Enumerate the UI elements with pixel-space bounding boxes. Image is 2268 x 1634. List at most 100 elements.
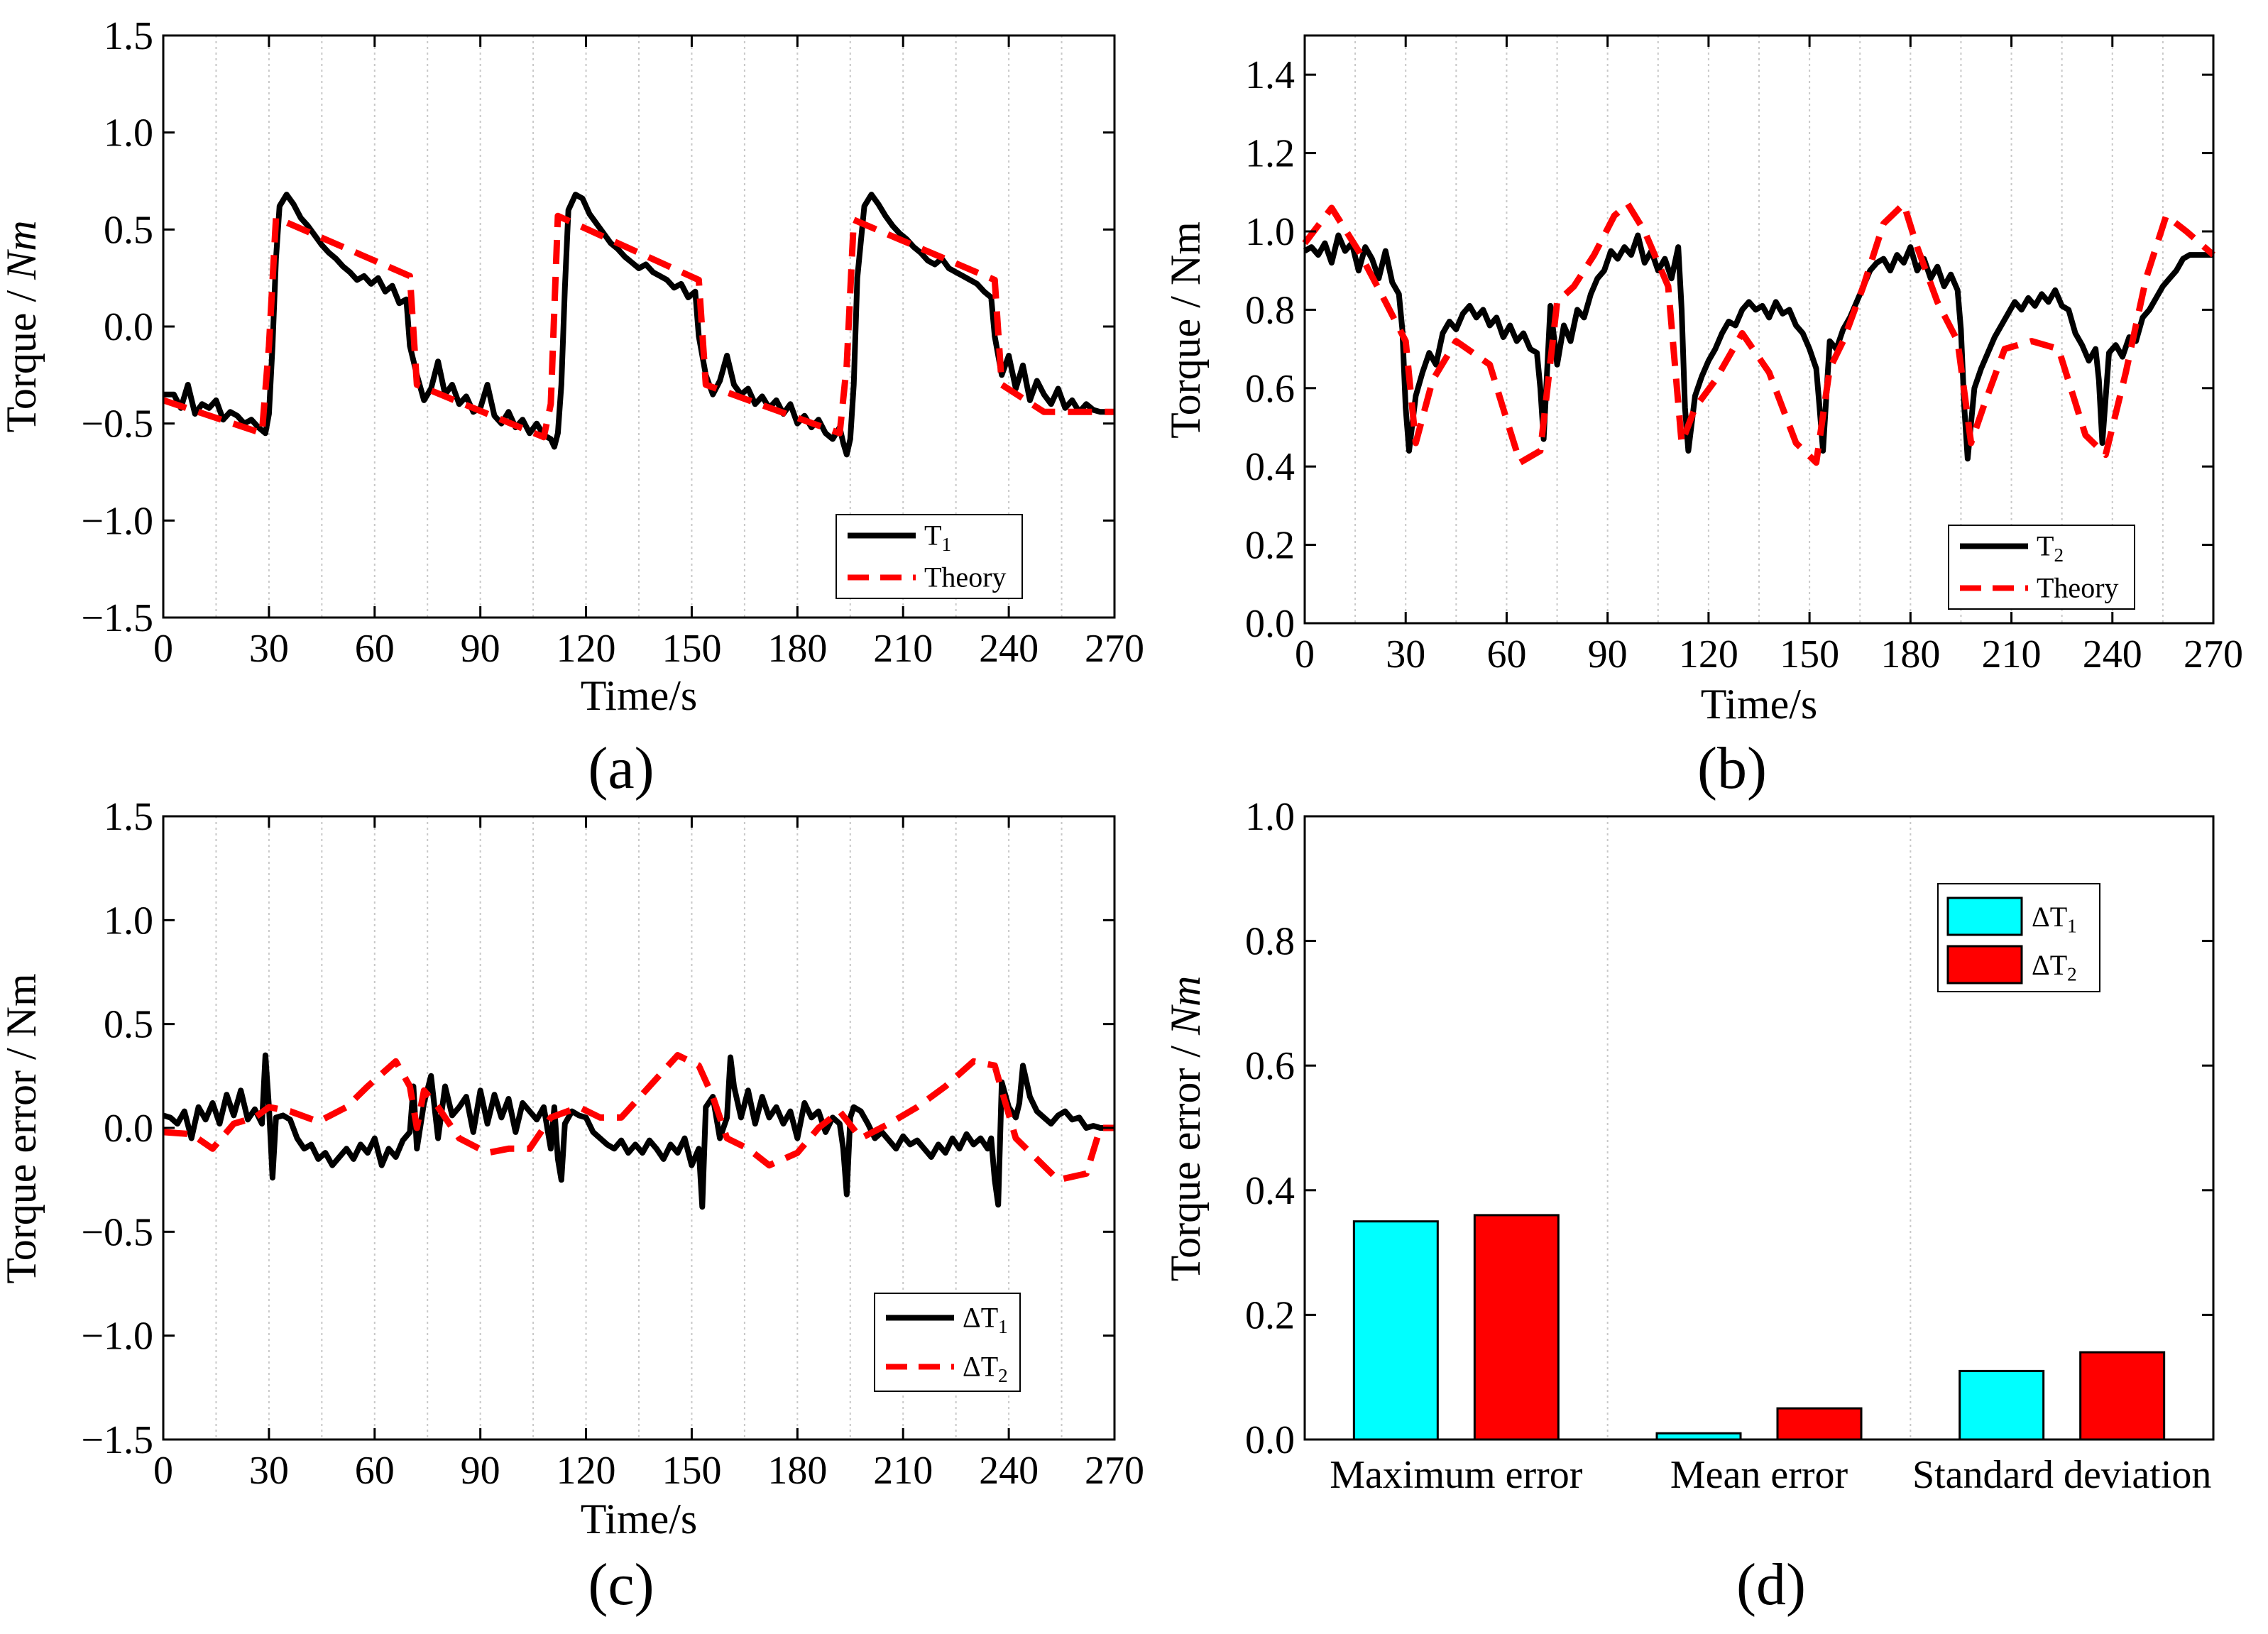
y-tick-label: 0.8 — [1245, 920, 1295, 964]
category-label: Mean error — [1670, 1453, 1848, 1497]
panel-2: 0.0 0.2 0.4 0.6 0.8 1.0 1.2 1.4 0 30 60 90 120 150 180… — [1162, 34, 2243, 801]
bar — [1959, 1369, 2045, 1441]
y-tick-label: 1.2 — [1245, 132, 1295, 176]
x-tick-label: 150 — [662, 627, 721, 671]
x-tick-label: 120 — [1679, 632, 1738, 676]
x-tick-label: 240 — [2083, 632, 2142, 676]
panel-1: −1.5 −1.0 −0.5 0.0 0.5 1.0 1.5 0 30 60 90 120 150 180… — [0, 14, 1144, 801]
x-tick-label: 30 — [1386, 632, 1425, 676]
x-tick-label: 0 — [153, 1449, 173, 1493]
x-tick-label: 210 — [873, 1449, 933, 1493]
legend-label: T1 — [924, 520, 951, 556]
category-label: Maximum error — [1330, 1453, 1582, 1497]
y-axis-label: Torque / Nm — [1162, 221, 1209, 439]
panel-label: (d) — [1736, 1552, 1806, 1618]
panel-3: −1.5 −1.0 −0.5 0.0 0.5 1.0 1.5 0 30 60 90 120 150 180… — [0, 795, 1144, 1618]
bar — [1473, 1214, 1560, 1441]
panel-label: (b) — [1697, 735, 1767, 801]
y-axis-label: Torque error / Nm — [0, 973, 45, 1283]
y-tick-label: 1.0 — [104, 111, 153, 155]
y-tick-label: 0.4 — [1245, 1169, 1295, 1213]
y-tick-label: 0.0 — [104, 1107, 153, 1151]
legend-box — [874, 1293, 1021, 1392]
x-tick-label: 270 — [1085, 1449, 1144, 1493]
x-axis-label: Time/s — [1701, 681, 1818, 728]
legend-box — [836, 514, 1023, 599]
x-tick-label: 0 — [153, 627, 173, 671]
y-tick-label: −0.5 — [81, 1210, 153, 1254]
x-tick-label: 180 — [1880, 632, 1940, 676]
legend-label: ΔT1 — [963, 1302, 1008, 1338]
y-tick-label: −1.5 — [81, 596, 153, 640]
x-tick-label: 90 — [461, 627, 500, 671]
x-tick-label: 210 — [873, 627, 933, 671]
y-tick-label: −1.0 — [81, 499, 153, 543]
legend-label: ΔT2 — [2032, 949, 2077, 985]
x-tick-label: 60 — [355, 1449, 395, 1493]
x-tick-label: 30 — [249, 1449, 289, 1493]
x-tick-label: 210 — [1982, 632, 2042, 676]
y-tick-label: 0.4 — [1245, 445, 1295, 489]
x-tick-label: 240 — [979, 627, 1039, 671]
x-tick-label: 30 — [249, 627, 289, 671]
y-tick-label: 1.0 — [104, 899, 153, 943]
y-tick-label: 0.0 — [1245, 602, 1295, 646]
legend: T2 Theory — [1948, 525, 2135, 610]
legend: T1 Theory — [836, 514, 1023, 599]
y-axis-label: Torque error / Nm — [1162, 976, 1209, 1282]
series-line-1 — [163, 192, 1114, 458]
bar — [1776, 1407, 1863, 1441]
series-line-1 — [1303, 232, 2213, 462]
legend-label: Theory — [924, 561, 1007, 593]
y-tick-label: 0.2 — [1245, 524, 1295, 568]
x-tick-label: 180 — [767, 1449, 827, 1493]
y-tick-label: 0.8 — [1245, 288, 1295, 332]
x-tick-label: 150 — [1780, 632, 1839, 676]
series-line-2 — [163, 1052, 1114, 1183]
x-tick-label: 270 — [1085, 627, 1144, 671]
y-tick-label: 1.4 — [1245, 53, 1295, 97]
y-tick-label: 0.6 — [1245, 367, 1295, 411]
y-tick-label: 0.2 — [1245, 1293, 1295, 1337]
bar — [2079, 1351, 2166, 1441]
panel-4: 0.0 0.2 0.4 0.6 0.8 1.0 Maximum error Mean erro… — [1162, 795, 2215, 1618]
y-tick-label: −1.5 — [81, 1418, 153, 1462]
panel-label: (c) — [588, 1552, 654, 1618]
legend-label: ΔT1 — [2032, 901, 2077, 937]
y-axis-label: Torque / Nm — [0, 220, 45, 432]
y-tick-label: 1.0 — [1245, 795, 1295, 839]
y-tick-label: 0.0 — [1245, 1418, 1295, 1462]
series-line-1 — [162, 1052, 1114, 1210]
y-tick-label: 1.5 — [104, 795, 153, 839]
x-tick-label: 60 — [355, 627, 395, 671]
x-tick-label: 120 — [557, 1449, 616, 1493]
legend-swatch — [1946, 945, 2023, 985]
series-line-2 — [162, 212, 1114, 441]
plot-frame — [1303, 815, 2215, 1441]
panel-label: (a) — [588, 735, 654, 801]
y-tick-label: 0.6 — [1245, 1044, 1295, 1088]
x-tick-label: 150 — [662, 1449, 721, 1493]
x-tick-label: 90 — [461, 1449, 500, 1493]
x-tick-label: 120 — [557, 627, 616, 671]
legend-label: ΔT2 — [963, 1351, 1008, 1387]
x-axis-label: Time/s — [581, 1496, 698, 1542]
y-tick-label: −0.5 — [81, 402, 153, 446]
legend-label: Theory — [2037, 572, 2119, 604]
y-tick-label: 0.0 — [104, 305, 153, 349]
plot-frame — [1303, 34, 2215, 625]
x-tick-label: 60 — [1486, 632, 1526, 676]
legend-swatch — [1946, 896, 2023, 936]
x-tick-label: 240 — [979, 1449, 1039, 1493]
series-line-2 — [1302, 200, 2215, 466]
y-tick-label: 0.5 — [104, 208, 153, 252]
y-tick-label: −1.0 — [81, 1315, 153, 1359]
x-axis-label: Time/s — [581, 672, 698, 719]
y-tick-label: 1.0 — [1245, 210, 1295, 254]
bar — [1352, 1220, 1439, 1441]
x-tick-label: 270 — [2184, 632, 2243, 676]
y-tick-label: 0.5 — [104, 1003, 153, 1047]
